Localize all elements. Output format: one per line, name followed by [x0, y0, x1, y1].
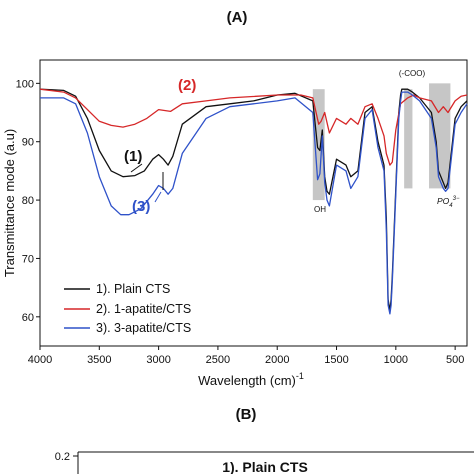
x-tick-label: 1000 — [384, 354, 408, 366]
x-tick-label: 500 — [446, 354, 464, 366]
series-line-2 — [39, 88, 468, 166]
panel-a-label: (A) — [227, 9, 248, 26]
y-tick-label: 80 — [22, 195, 34, 207]
y-tick-label: 90 — [22, 137, 34, 149]
po4-annotation: PO43− — [437, 196, 460, 209]
series-label-1: (1) — [124, 148, 142, 165]
x-tick-label: 3500 — [87, 354, 111, 366]
plot-b-legend-label: 1). Plain CTS — [222, 459, 308, 474]
x-tick-label: 2500 — [206, 354, 230, 366]
series-line-3 — [40, 91, 468, 315]
y-tick-label: 100 — [16, 78, 34, 90]
series-label-2: (2) — [178, 77, 196, 94]
plot-frame-a — [39, 59, 468, 347]
x-tick-label: 3000 — [146, 354, 170, 366]
series-lines — [39, 88, 468, 315]
oh-annotation: OH — [314, 205, 326, 214]
x-tick-label: 2000 — [265, 354, 289, 366]
series-line-1 — [39, 88, 468, 312]
y-tick-label: 70 — [22, 253, 34, 265]
plot-b-ytick-label: 0.2 — [55, 451, 70, 463]
series-label-3: (3) — [132, 198, 150, 215]
x-axis-title: Wavelength (cm)-1 — [198, 371, 304, 388]
panel-b-label: (B) — [236, 406, 257, 423]
y-axis-title: Transmittance mode (a.u) — [2, 129, 17, 277]
series-label-3-leader — [154, 191, 162, 203]
x-tick-label: 1500 — [324, 354, 348, 366]
coo-annotation: (-COO) — [399, 69, 426, 78]
legend-label-3: 3). 3-apatite/CTS — [96, 321, 191, 335]
x-tick-label: 4000 — [28, 354, 52, 366]
legend-label-1: 1). Plain CTS — [96, 282, 170, 296]
y-axis-ticks: 60 70 80 90 100 — [16, 78, 40, 324]
legend-label-2: 2). 1-apatite/CTS — [96, 302, 191, 316]
legend: 1). Plain CTS 2). 1-apatite/CTS 3). 3-ap… — [64, 282, 191, 335]
series-label-1-leader — [130, 163, 143, 173]
highlight-band-2 — [404, 89, 413, 189]
y-tick-label: 60 — [22, 312, 34, 324]
x-axis-ticks: 4000 3500 3000 2500 2000 1500 1000 500 — [28, 346, 464, 366]
highlight-band-1 — [312, 89, 325, 201]
